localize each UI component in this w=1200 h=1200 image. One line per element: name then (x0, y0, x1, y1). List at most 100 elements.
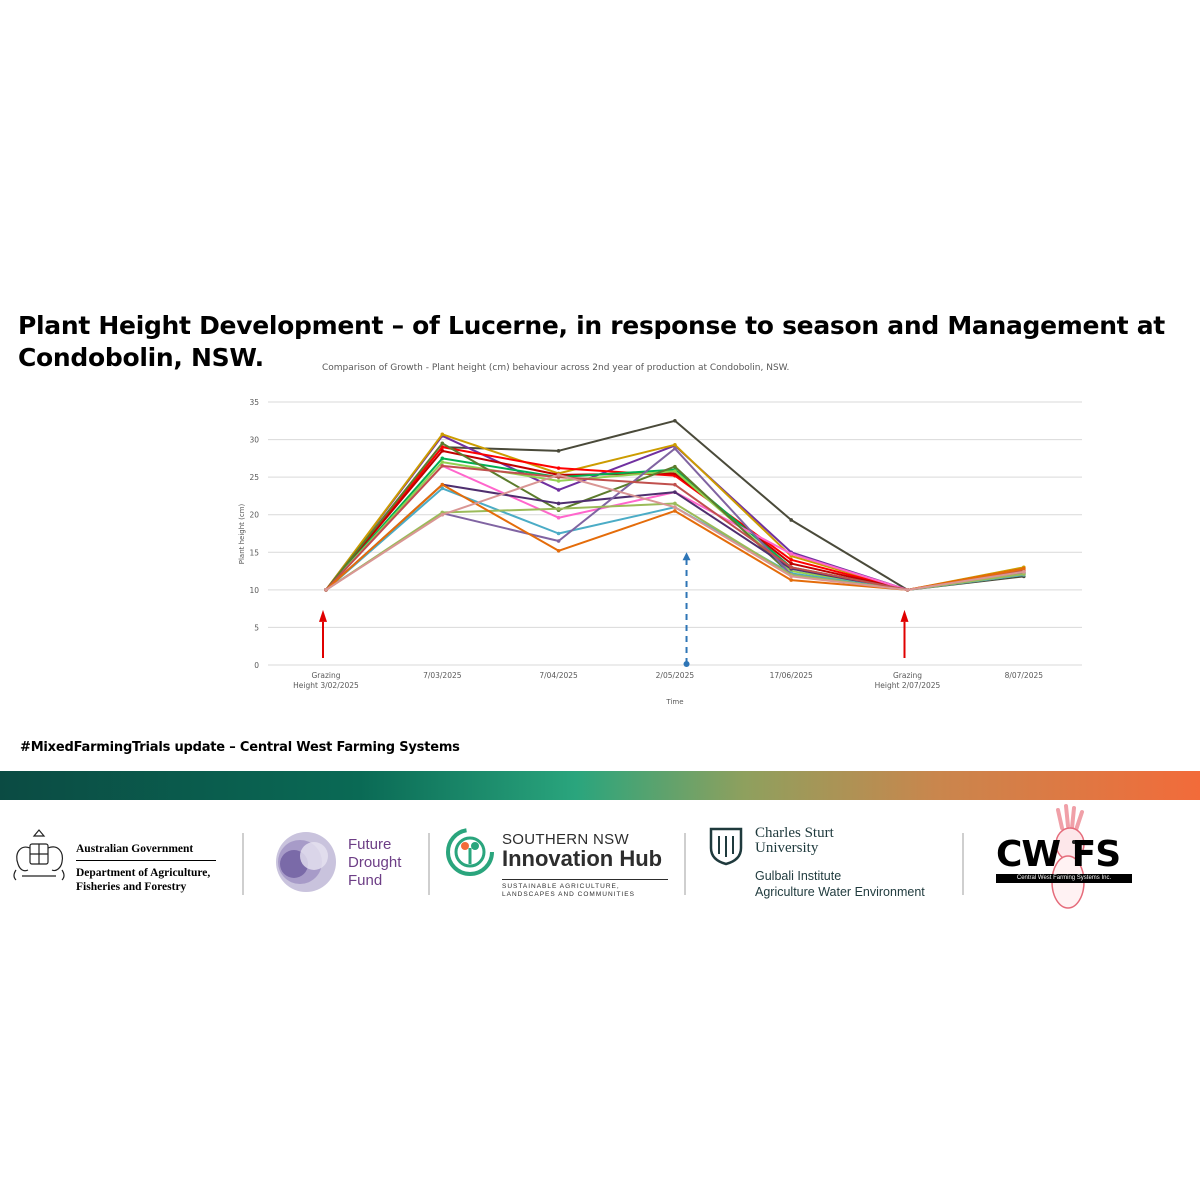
brand-gradient-band (0, 771, 1200, 800)
y-tick-label: 25 (249, 473, 259, 482)
data-point (673, 490, 677, 494)
data-point (556, 449, 561, 453)
x-tick-label: 17/06/2025 (770, 671, 813, 680)
hub-small-text: SOUTHERN NSW (502, 831, 629, 848)
grazing-arrow-head (900, 609, 909, 622)
gov-line1: Australian Government (76, 842, 216, 861)
data-point (556, 515, 561, 520)
x-axis-label: Time (665, 698, 683, 706)
y-tick-label: 15 (249, 548, 259, 557)
data-point (440, 512, 445, 517)
x-tick-line: Grazing (893, 671, 922, 680)
coat-of-arms-icon (13, 829, 65, 881)
data-point (673, 446, 677, 451)
logo-divider (684, 833, 686, 895)
data-point (556, 539, 561, 543)
x-tick-label: 8/07/2025 (1005, 671, 1044, 680)
data-point (440, 486, 445, 491)
data-point (673, 505, 677, 510)
data-point (789, 561, 793, 566)
cwfs-subtitle: Central West Farming Systems Inc. (996, 874, 1132, 883)
data-point (905, 588, 910, 592)
data-point (789, 578, 793, 582)
grazing-arrow-head (319, 609, 327, 622)
x-tick-label: 7/04/2025 (539, 671, 578, 680)
data-point (440, 445, 445, 449)
hashtag-caption: #MixedFarmingTrials update – Central Wes… (20, 740, 460, 755)
data-point (789, 558, 793, 562)
y-tick-label: 0 (254, 661, 259, 670)
series-line-15 (325, 483, 1024, 591)
series-line-13 (325, 502, 1024, 591)
data-point (556, 466, 561, 470)
x-tick-line: 17/06/2025 (770, 671, 813, 680)
australian-government-logo: Australian Government Department of Agri… (76, 842, 216, 894)
logo-divider (962, 833, 964, 895)
x-tick-line: 8/07/2025 (1005, 671, 1044, 680)
x-tick-line: Grazing (311, 671, 340, 680)
chart-title: Comparison of Growth - Plant height (cm)… (322, 363, 790, 373)
x-tick-label: Grazing Height 2/07/2025 (875, 671, 941, 690)
y-tick-label: 5 (254, 623, 259, 632)
y-tick-labels: 0 5 10 15 20 25 30 35 (249, 398, 259, 670)
gulbali-subtitle: Agriculture Water Environment (755, 885, 925, 899)
future-drought-fund-icon (276, 832, 336, 892)
csu-line1: Charles Sturt (755, 825, 834, 841)
y-tick-label: 20 (249, 511, 259, 520)
logo-divider (242, 833, 244, 895)
fdf-line3: Fund (348, 872, 383, 889)
gov-line2: Department of Agriculture, (76, 867, 211, 879)
data-point (440, 482, 445, 487)
innovation-hub-icon (446, 828, 494, 876)
data-point (556, 488, 561, 492)
csu-shield-icon (709, 827, 743, 866)
x-tick-label: Grazing Height 3/02/2025 (293, 671, 359, 690)
data-point (324, 588, 328, 592)
logo-divider (428, 833, 430, 895)
data-point (556, 479, 561, 483)
x-tick-line: 2/05/2025 (656, 671, 695, 680)
data-point (673, 418, 677, 423)
chart-gridlines (268, 401, 1082, 666)
data-point (556, 548, 561, 553)
hub-tag2: LANDSCAPES AND COMMUNITIES (502, 891, 635, 898)
chart-series (324, 418, 1026, 592)
y-tick-label: 10 (249, 586, 259, 595)
hub-big-text: Innovation Hub (502, 846, 663, 871)
x-tick-line: Height 3/02/2025 (293, 681, 359, 690)
management-arrow-head (682, 552, 691, 561)
data-point (440, 432, 445, 437)
data-point (673, 469, 677, 473)
fdf-line1: Future (348, 836, 392, 853)
data-point (1022, 570, 1026, 574)
hub-tagline: SUSTAINABLE AGRICULTURE, LANDSCAPES AND … (502, 879, 668, 899)
gulbali-institute: Gulbali Institute (755, 869, 842, 883)
fdf-line2: Drought (348, 854, 402, 871)
data-point (673, 443, 677, 447)
data-point (789, 574, 793, 579)
x-tick-line: Height 2/07/2025 (875, 681, 941, 690)
y-axis-label: Plant height (cm) (238, 503, 246, 564)
data-point (673, 509, 677, 513)
data-point (440, 441, 445, 446)
x-tick-label: 2/05/2025 (656, 671, 695, 680)
x-tick-line: 7/03/2025 (423, 671, 462, 680)
future-drought-fund-logo: Future Drought Fund (348, 836, 401, 890)
data-point (556, 473, 561, 477)
data-point (673, 482, 677, 487)
y-tick-label: 35 (249, 398, 259, 407)
data-point (673, 464, 677, 469)
data-point (1022, 567, 1026, 571)
data-point (556, 506, 561, 511)
data-point (556, 531, 561, 536)
data-point (789, 565, 793, 570)
data-point (440, 456, 445, 461)
data-point (556, 501, 561, 506)
data-point (673, 501, 677, 506)
management-arrow-dot (683, 661, 690, 667)
series-line-10 (325, 483, 1024, 591)
data-point (440, 464, 445, 468)
gov-line3: Fisheries and Forestry (76, 881, 187, 893)
data-point (440, 460, 445, 464)
